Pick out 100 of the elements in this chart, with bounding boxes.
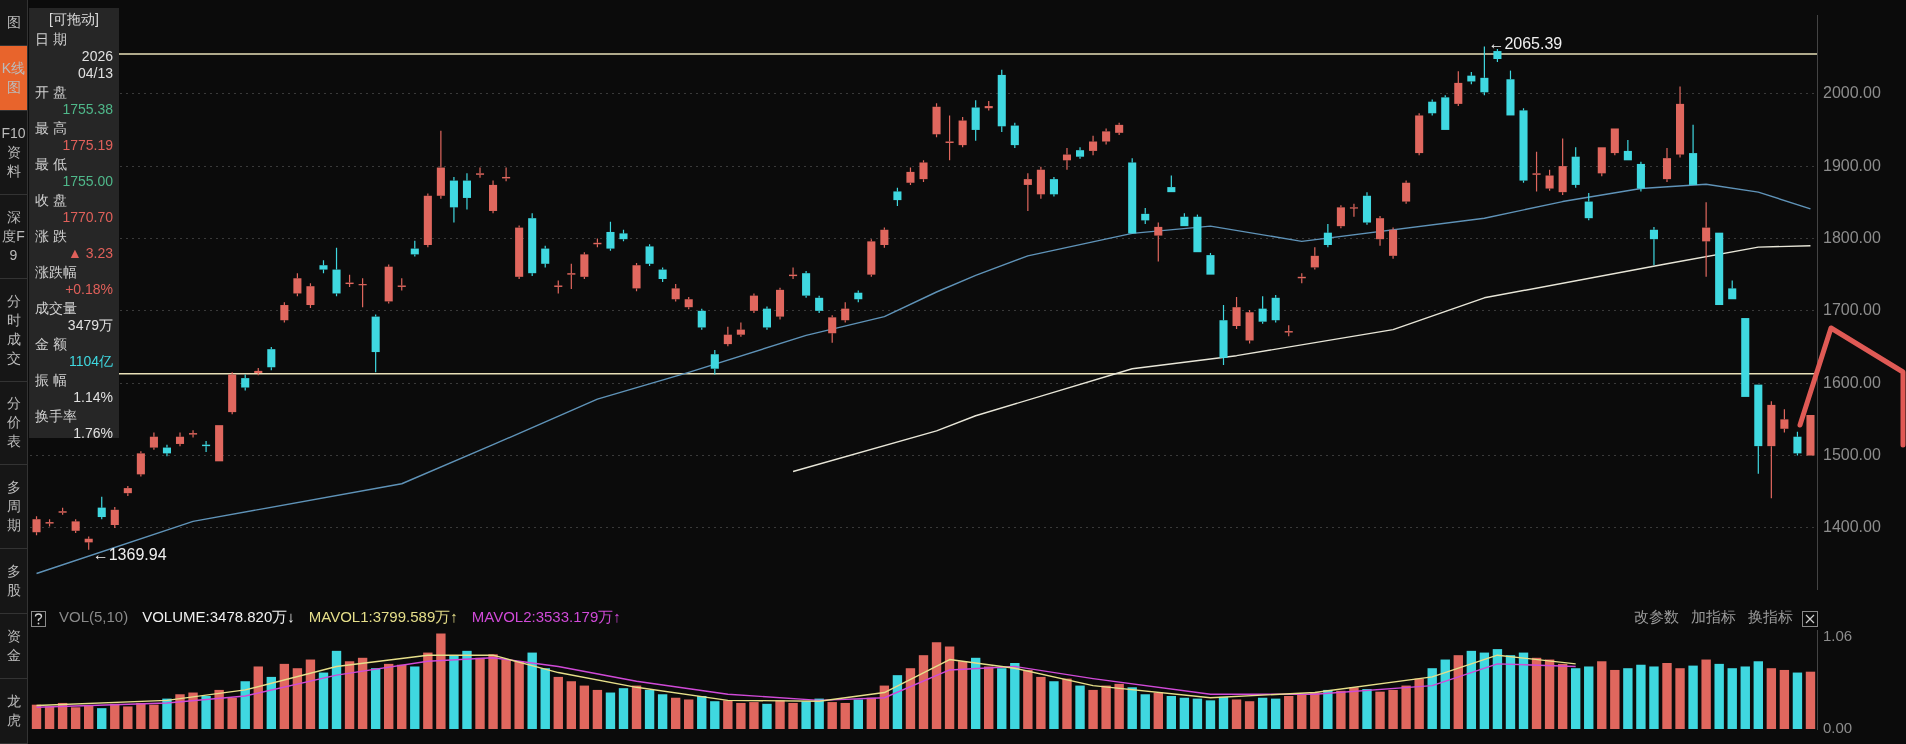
y-tick-label: 0.00 bbox=[1823, 719, 1853, 737]
category-label: F10资料 bbox=[0, 123, 27, 181]
bar bbox=[514, 661, 524, 729]
bar bbox=[1349, 687, 1359, 729]
bar bbox=[1623, 668, 1633, 729]
candlestick bbox=[736, 321, 745, 338]
bar bbox=[488, 654, 498, 729]
bar bbox=[1440, 659, 1450, 729]
bar bbox=[1636, 664, 1646, 729]
candlestick bbox=[1375, 215, 1385, 247]
bar bbox=[1779, 669, 1790, 729]
bar bbox=[1414, 678, 1424, 729]
category-label: 振 幅 bbox=[35, 372, 68, 389]
candlestick bbox=[489, 179, 498, 214]
bar bbox=[631, 685, 642, 729]
bar bbox=[892, 675, 903, 729]
bar bbox=[827, 702, 837, 729]
annotation: ←2065.39 bbox=[1488, 34, 1563, 52]
bar bbox=[44, 706, 55, 729]
candlestick bbox=[1219, 304, 1228, 366]
y-tick-label: 2000.00 bbox=[1823, 84, 1881, 102]
bar bbox=[905, 668, 916, 729]
text: 1755.38 bbox=[62, 101, 113, 117]
candlestick bbox=[1075, 146, 1085, 160]
bar bbox=[253, 666, 263, 729]
y-tick-label: 1700.00 bbox=[1823, 301, 1881, 319]
candlestick bbox=[1362, 191, 1372, 226]
candlestick bbox=[1023, 172, 1032, 212]
text: [可拖动] bbox=[48, 11, 100, 29]
bar bbox=[1336, 690, 1346, 729]
candlestick bbox=[436, 130, 445, 200]
bar bbox=[1427, 668, 1437, 729]
text: 1.76% bbox=[73, 425, 113, 441]
candlestick bbox=[149, 431, 158, 451]
category-label: 涨跌幅 bbox=[35, 264, 78, 281]
text: 1.14% bbox=[73, 389, 113, 405]
bar bbox=[331, 650, 342, 729]
bar bbox=[1062, 678, 1072, 729]
bar bbox=[1479, 652, 1490, 729]
text: 1775.19 bbox=[62, 137, 113, 153]
bar bbox=[775, 700, 785, 729]
bar bbox=[1753, 661, 1763, 729]
candlestick bbox=[384, 263, 393, 305]
candlestick bbox=[1154, 221, 1163, 263]
bar bbox=[1505, 655, 1516, 729]
bar bbox=[540, 668, 550, 729]
candlestick bbox=[1349, 203, 1358, 218]
bar bbox=[1101, 685, 1111, 729]
candlestick bbox=[1310, 246, 1319, 271]
bar bbox=[1714, 663, 1724, 729]
candlestick bbox=[449, 176, 458, 224]
bar bbox=[1805, 671, 1816, 729]
bar bbox=[1688, 665, 1698, 729]
bar bbox=[840, 702, 850, 729]
text: 换指标 bbox=[1748, 608, 1793, 626]
bar bbox=[1701, 659, 1711, 729]
y-tick-label: 1400.00 bbox=[1823, 518, 1881, 536]
bar bbox=[997, 668, 1007, 729]
bar bbox=[1740, 666, 1750, 729]
bar bbox=[579, 685, 590, 729]
bar bbox=[1362, 689, 1372, 729]
bar bbox=[1557, 663, 1568, 729]
bar bbox=[1323, 689, 1333, 729]
candlestick bbox=[136, 450, 145, 478]
bar bbox=[1010, 663, 1020, 729]
candlestick bbox=[1089, 135, 1098, 156]
bar bbox=[657, 694, 668, 729]
candlestick bbox=[697, 308, 706, 331]
bar bbox=[1792, 672, 1803, 729]
bar bbox=[853, 699, 863, 729]
text: MAVOL2:3533.179万↑ bbox=[471, 608, 621, 626]
candlestick bbox=[1402, 179, 1411, 205]
text: MAVOL1:3799.589万↑ bbox=[308, 608, 458, 626]
bar bbox=[1518, 652, 1529, 729]
bar bbox=[1088, 689, 1098, 729]
bar bbox=[266, 676, 277, 729]
bar bbox=[97, 708, 107, 729]
bar bbox=[697, 696, 707, 729]
bar bbox=[1284, 696, 1294, 729]
bar bbox=[305, 659, 316, 729]
bar bbox=[1231, 699, 1242, 729]
bar bbox=[723, 700, 733, 729]
candlestick bbox=[1754, 384, 1763, 475]
bar bbox=[918, 655, 929, 729]
category-label: 分价表 bbox=[5, 394, 22, 452]
y-tick-label: 1500.00 bbox=[1823, 445, 1881, 463]
bar bbox=[1531, 657, 1542, 729]
bar bbox=[1218, 696, 1229, 729]
candlestick bbox=[1102, 127, 1111, 145]
bar bbox=[1270, 698, 1281, 729]
category-label: 最 低 bbox=[35, 156, 68, 173]
candlestick bbox=[1036, 166, 1045, 200]
bar bbox=[410, 666, 420, 729]
bar bbox=[553, 676, 563, 729]
bar bbox=[123, 706, 133, 729]
bar bbox=[501, 659, 511, 729]
candlestick bbox=[1558, 138, 1567, 196]
bar bbox=[1675, 668, 1685, 729]
candlestick bbox=[1676, 85, 1685, 159]
text: VOLUME:3478.820万↓ bbox=[142, 608, 295, 626]
